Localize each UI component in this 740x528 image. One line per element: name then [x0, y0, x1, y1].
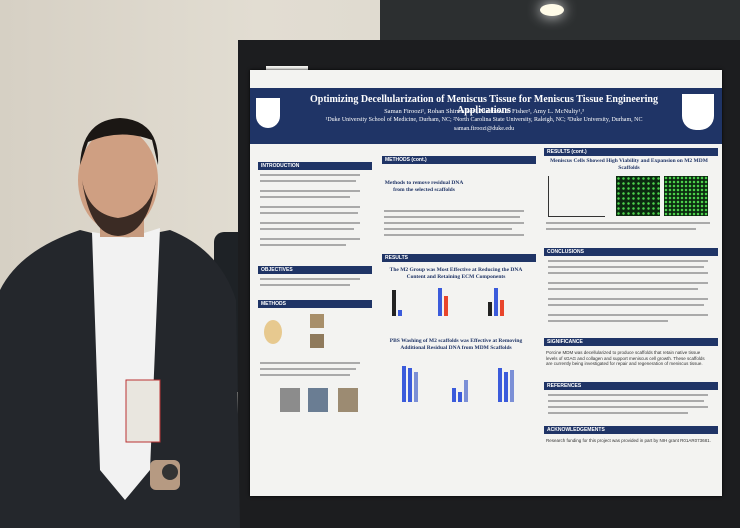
text-line	[260, 374, 350, 376]
duke-shield-left	[256, 98, 280, 128]
text-line	[546, 222, 710, 224]
hair	[80, 118, 159, 165]
text-line	[260, 196, 350, 198]
text-line	[260, 362, 360, 364]
chart-bar	[392, 290, 396, 316]
subheading: Methods to remove residual DNA from the …	[384, 180, 464, 193]
chart-bar	[504, 372, 508, 402]
subheading: PBS Washing of M2 scaffolds was Effectiv…	[389, 338, 523, 351]
poster-email: saman.firoozi@duke.edu	[453, 126, 515, 132]
method-photo	[338, 388, 358, 412]
text-line	[548, 394, 708, 396]
bar-charts	[388, 282, 524, 316]
section-header: CONCLUSIONS	[544, 248, 718, 256]
chart-bar	[498, 368, 502, 402]
text-line	[548, 288, 698, 290]
text-line	[260, 284, 350, 286]
chart-bar	[458, 392, 462, 402]
text-line	[260, 180, 356, 182]
poster-header	[250, 88, 722, 144]
poster-authors: Saman Firoozi¹, Rohan Shirwaiker², Matth…	[384, 108, 584, 115]
fluorescence-image	[664, 176, 708, 216]
meniscus-image	[264, 320, 282, 344]
face	[78, 128, 158, 232]
section-header: METHODS (cont.)	[382, 156, 536, 164]
ceiling-light	[540, 4, 564, 16]
text-line	[260, 278, 360, 280]
subheading: The M2 Group was Most Effective at Reduc…	[389, 267, 523, 280]
chart-bar	[500, 300, 504, 316]
section-header: RESULTS	[382, 254, 536, 262]
name-badge	[125, 379, 161, 443]
watch	[162, 464, 178, 480]
text-line	[548, 320, 668, 322]
text-line	[548, 272, 708, 274]
poster-affiliations: ¹Duke University School of Medicine, Dur…	[325, 117, 643, 123]
chart-bar	[452, 388, 456, 402]
section-header: INTRODUCTION	[258, 162, 372, 170]
chart-bar	[402, 366, 406, 402]
chart-bar	[444, 296, 448, 316]
text-line	[548, 412, 688, 414]
growth-plot	[548, 176, 605, 217]
tissue-image	[310, 314, 324, 328]
chart-bar	[414, 372, 418, 402]
fluorescence-image	[616, 176, 660, 216]
chart-bar	[488, 302, 492, 316]
bar-charts	[388, 362, 524, 402]
text-line	[548, 304, 704, 306]
subheading: Meniscus Cells Showed High Viability and…	[550, 158, 708, 171]
text-line	[384, 216, 520, 218]
chart-bar	[408, 368, 412, 402]
tissue-image	[310, 334, 324, 348]
section-header: RESULTS (cont.)	[544, 148, 718, 156]
chart-bar	[464, 380, 468, 402]
text-line	[548, 266, 704, 268]
section-header: OBJECTIVES	[258, 266, 372, 274]
section-header: REFERENCES	[544, 382, 718, 390]
chart-bar	[398, 310, 402, 316]
text-line	[548, 260, 708, 262]
shirt	[92, 228, 160, 500]
acknowledgements-text: Research funding for this project was pr…	[546, 438, 711, 443]
text-line	[260, 190, 360, 192]
text-line	[548, 406, 708, 408]
section-header: ACKNOWLEDGEMENTS	[544, 426, 718, 434]
chart-bar	[510, 370, 514, 402]
text-line	[384, 210, 524, 212]
text-line	[260, 174, 360, 176]
text-line	[548, 282, 708, 284]
text-line	[260, 228, 354, 230]
text-line	[260, 212, 358, 214]
text-line	[260, 222, 360, 224]
text-line	[384, 234, 524, 236]
person	[0, 118, 240, 528]
text-line	[260, 238, 360, 240]
method-photo	[280, 388, 300, 412]
text-line	[384, 228, 512, 230]
method-photo	[308, 388, 328, 412]
text-line	[260, 244, 346, 246]
text-line	[548, 314, 708, 316]
section-header: METHODS	[258, 300, 372, 308]
chart-bar	[494, 288, 498, 316]
chart-bar	[438, 288, 442, 316]
beard	[82, 180, 156, 236]
text-line	[260, 368, 356, 370]
text-line	[548, 298, 708, 300]
text-line	[260, 206, 360, 208]
text-line	[384, 222, 524, 224]
significance-text: Porcine MDM was decellularized to produc…	[546, 350, 705, 367]
poster-title: Optimizing Decellularization of Meniscus…	[310, 94, 658, 116]
text-line	[548, 400, 704, 402]
poster: Optimizing Decellularization of Meniscus…	[250, 70, 722, 496]
text-line	[546, 228, 696, 230]
section-header: SIGNIFICANCE	[544, 338, 718, 346]
duke-shield-right	[682, 94, 714, 130]
